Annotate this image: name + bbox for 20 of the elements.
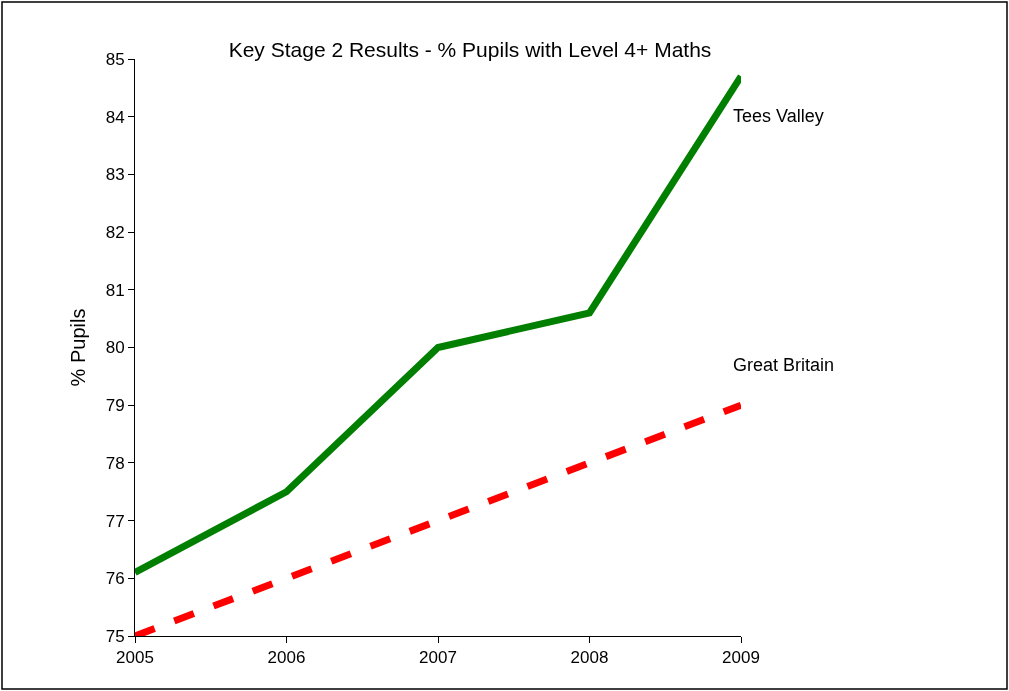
- y-tick-label: 81: [105, 280, 125, 300]
- x-tick-label: 2006: [267, 648, 306, 668]
- y-tick-label: 84: [105, 107, 125, 127]
- series-label: Tees Valley: [733, 106, 824, 126]
- y-tick-label: 78: [105, 453, 125, 473]
- x-tick-label: 2007: [419, 648, 457, 668]
- y-tick-label: 75: [105, 626, 125, 646]
- y-tick-label: 82: [105, 223, 125, 243]
- y-tick-label: 79: [105, 396, 125, 416]
- x-tick-label: 2005: [116, 648, 154, 668]
- y-tick-label: 77: [105, 511, 125, 531]
- y-axis-title: % Pupils: [67, 308, 90, 387]
- x-tick-label: 2009: [722, 648, 760, 668]
- chart-title: Key Stage 2 Results - % Pupils with Level 4+ Maths: [228, 38, 712, 62]
- y-tick-label: 76: [105, 569, 125, 589]
- y-tick-label: 85: [105, 49, 125, 69]
- y-tick-label: 80: [105, 338, 125, 358]
- series-label: Great Britain: [733, 355, 835, 375]
- y-tick-label: 83: [105, 165, 125, 185]
- x-tick-label: 2008: [570, 648, 609, 668]
